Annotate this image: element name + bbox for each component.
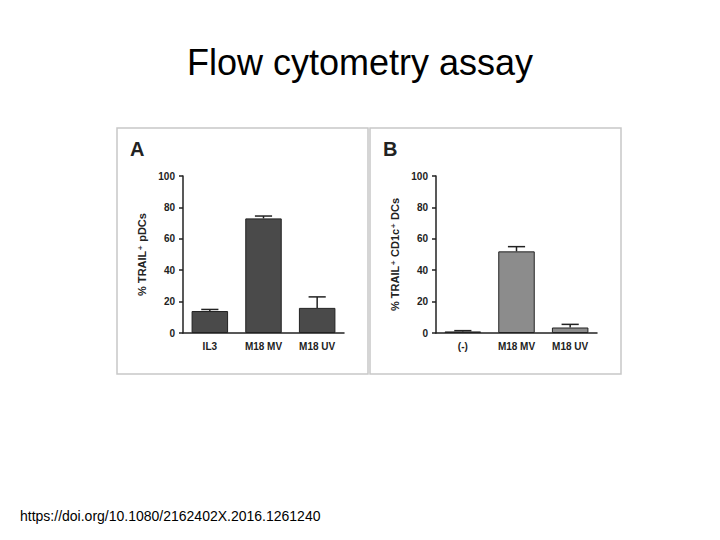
svg-text:0: 0 bbox=[169, 328, 175, 339]
svg-text:% TRAIL⁺ CD1c⁺ DCs: % TRAIL⁺ CD1c⁺ DCs bbox=[389, 198, 401, 311]
html-text:Flow cytometry assay: Flow cytometry assay bbox=[187, 42, 533, 83]
svg-text:40: 40 bbox=[417, 265, 429, 276]
svg-text:80: 80 bbox=[164, 202, 176, 213]
svg-text:40: 40 bbox=[164, 265, 176, 276]
svg-text:80: 80 bbox=[417, 202, 429, 213]
svg-text:M18 UV: M18 UV bbox=[552, 341, 588, 352]
svg-text:M18 UV: M18 UV bbox=[299, 341, 335, 352]
svg-text:20: 20 bbox=[417, 296, 429, 307]
svg-text:60: 60 bbox=[417, 233, 429, 244]
svg-text:0: 0 bbox=[422, 328, 428, 339]
svg-text:A: A bbox=[130, 138, 144, 160]
svg-text:100: 100 bbox=[411, 171, 428, 182]
svg-text:M18 MV: M18 MV bbox=[245, 341, 283, 352]
svg-text:M18 MV: M18 MV bbox=[498, 341, 536, 352]
svg-text:(-): (-) bbox=[458, 341, 468, 352]
svg-text:B: B bbox=[383, 138, 397, 160]
svg-text:% TRAIL⁺ pDCs: % TRAIL⁺ pDCs bbox=[136, 213, 148, 296]
html-text:https://doi.org/10.1080/216240: https://doi.org/10.1080/2162402X.2016.12… bbox=[20, 508, 321, 524]
svg-text:60: 60 bbox=[164, 233, 176, 244]
svg-text:100: 100 bbox=[158, 171, 175, 182]
svg-text:IL3: IL3 bbox=[203, 341, 218, 352]
svg-text:20: 20 bbox=[164, 296, 176, 307]
